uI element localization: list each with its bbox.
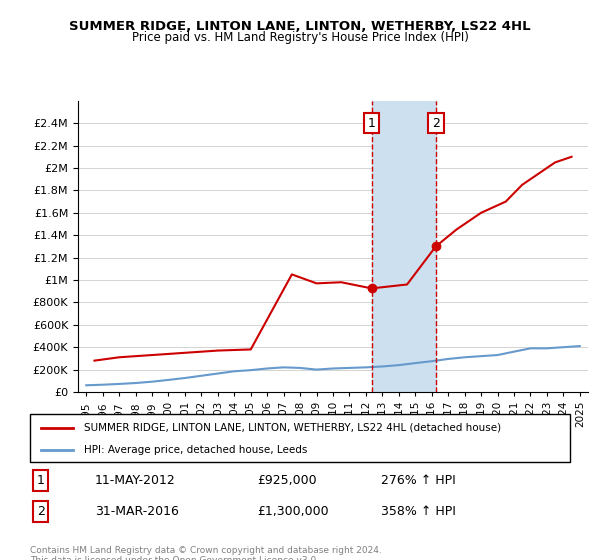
Text: 2: 2 xyxy=(432,116,440,130)
Text: 1: 1 xyxy=(368,116,376,130)
Text: £925,000: £925,000 xyxy=(257,474,316,487)
Text: 31-MAR-2016: 31-MAR-2016 xyxy=(95,505,179,518)
Text: HPI: Average price, detached house, Leeds: HPI: Average price, detached house, Leed… xyxy=(84,445,307,455)
Text: 1: 1 xyxy=(37,474,45,487)
Text: 358% ↑ HPI: 358% ↑ HPI xyxy=(381,505,456,518)
Text: Price paid vs. HM Land Registry's House Price Index (HPI): Price paid vs. HM Land Registry's House … xyxy=(131,31,469,44)
FancyBboxPatch shape xyxy=(30,414,570,462)
Text: SUMMER RIDGE, LINTON LANE, LINTON, WETHERBY, LS22 4HL: SUMMER RIDGE, LINTON LANE, LINTON, WETHE… xyxy=(69,20,531,32)
Bar xyxy=(371,101,436,392)
Text: £1,300,000: £1,300,000 xyxy=(257,505,328,518)
Text: 11-MAY-2012: 11-MAY-2012 xyxy=(95,474,176,487)
Text: 2: 2 xyxy=(37,505,45,518)
Text: SUMMER RIDGE, LINTON LANE, LINTON, WETHERBY, LS22 4HL (detached house): SUMMER RIDGE, LINTON LANE, LINTON, WETHE… xyxy=(84,423,501,433)
Text: 276% ↑ HPI: 276% ↑ HPI xyxy=(381,474,456,487)
Text: Contains HM Land Registry data © Crown copyright and database right 2024.
This d: Contains HM Land Registry data © Crown c… xyxy=(30,546,382,560)
